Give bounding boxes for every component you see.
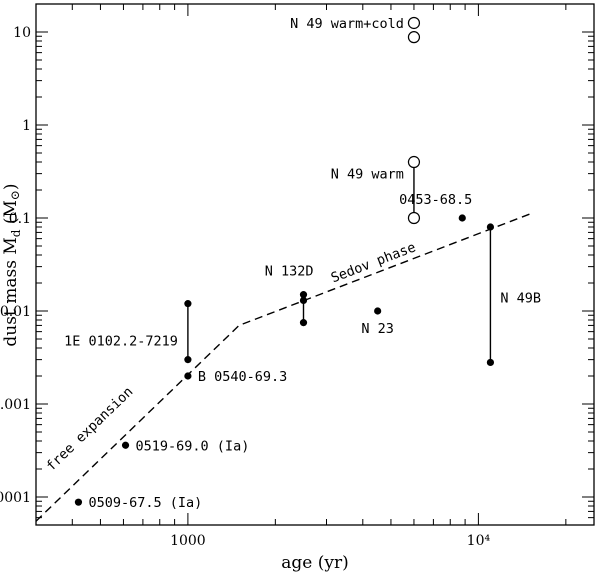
filled-point xyxy=(74,498,83,506)
open-point xyxy=(407,16,421,30)
filled-point xyxy=(184,300,192,308)
filled-point xyxy=(374,307,382,315)
open-point xyxy=(407,211,421,225)
data-points xyxy=(74,16,495,506)
y-axis-title-main: dust mass M xyxy=(1,237,21,346)
x-axis-title: age (yr) xyxy=(281,553,348,573)
y-tick-label: 0.001 xyxy=(0,397,31,413)
y-axis-title-unit-symbol: ⊙ xyxy=(8,190,22,200)
annotation-label: B 0540-69.3 xyxy=(198,369,287,385)
point-annotations: 0509-67.5 (Ia) 0519-69.0 (Ia) B 0540-69.3 1… xyxy=(43,16,541,511)
filled-point xyxy=(299,296,308,305)
y-axis-title-unit-close: ) xyxy=(1,183,21,190)
filled-point xyxy=(486,223,495,231)
y-axis-title-unit-open: (M xyxy=(1,200,21,229)
filled-point xyxy=(299,291,308,299)
annotation-label: free expansion xyxy=(43,384,136,475)
y-tick-label: 0.01 xyxy=(0,304,31,320)
y-tick-label: 10 xyxy=(13,25,31,41)
y-axis-title: dust mass Md (M⊙) xyxy=(1,183,23,346)
annotation-label: N 49 warm+cold xyxy=(290,16,404,32)
filled-point xyxy=(299,319,308,327)
annotation-label: Sedov phase xyxy=(329,239,418,286)
axis-ticks xyxy=(35,3,594,526)
x-tick-label: 10⁴ xyxy=(467,533,491,549)
open-point xyxy=(407,155,421,169)
y-tick-label: 1 xyxy=(22,118,31,134)
annotation-label: N 49B xyxy=(500,290,541,306)
annotation-label: N 132D xyxy=(265,264,314,280)
plot-frame xyxy=(35,3,595,526)
open-point xyxy=(407,31,421,44)
annotation-label: N 23 xyxy=(361,321,394,337)
filled-point xyxy=(184,372,192,380)
annotation-label: 0509-67.5 (Ia) xyxy=(88,495,202,511)
filled-point xyxy=(184,356,192,364)
x-tick-label: 1000 xyxy=(170,533,206,549)
annotation-label: 0453-68.5 xyxy=(399,192,472,208)
annotation-label: N 49 warm xyxy=(331,167,404,183)
annotation-label: 1E 0102.2-7219 xyxy=(64,334,178,350)
model-line xyxy=(35,213,530,522)
annotation-label: 0519-69.0 (Ia) xyxy=(136,438,250,454)
model-curve xyxy=(35,213,530,522)
filled-point xyxy=(486,358,495,367)
y-axis-title-subscript: d xyxy=(9,229,23,237)
filled-point xyxy=(121,441,130,449)
filled-point xyxy=(458,214,466,222)
y-tick-label: 0.1 xyxy=(9,211,31,227)
